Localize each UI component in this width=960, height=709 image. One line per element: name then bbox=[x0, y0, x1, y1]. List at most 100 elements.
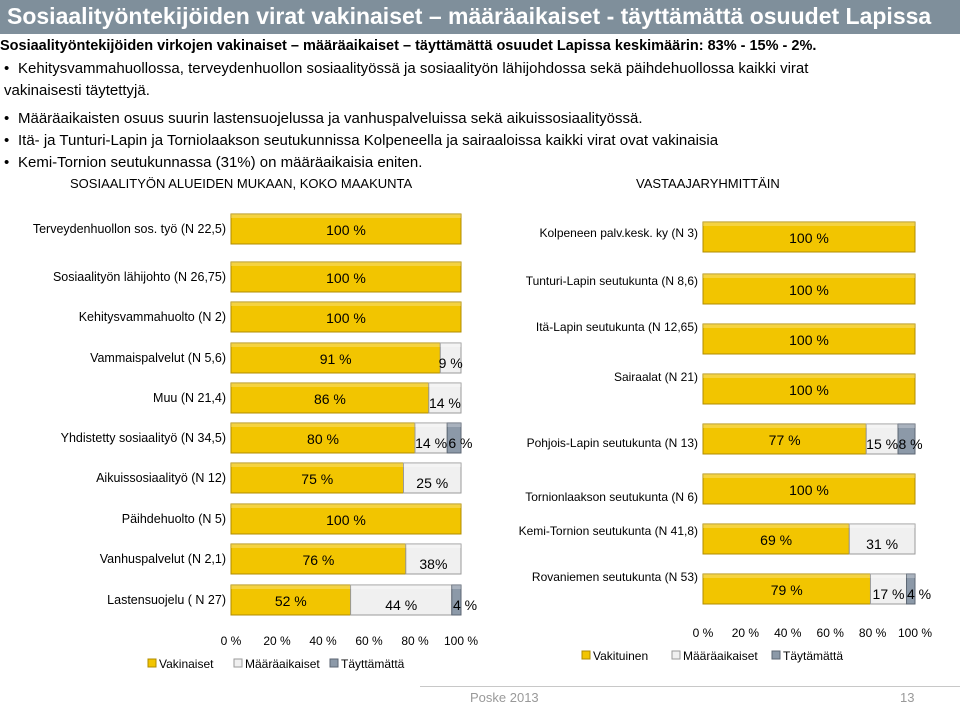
category-label: Kehitysvammahuolto (N 2) bbox=[79, 310, 226, 324]
bar-segment bbox=[230, 301, 462, 333]
x-tick-label: 100 % bbox=[898, 626, 932, 640]
bar-segment-highlight bbox=[440, 343, 461, 347]
bar-segment-highlight bbox=[231, 423, 415, 427]
data-label: 75 % bbox=[301, 471, 333, 487]
bar-segment bbox=[405, 543, 462, 575]
bar-segment-highlight bbox=[906, 574, 915, 578]
bullet-item: • Itä- ja Tunturi-Lapin ja Torniolaakson … bbox=[4, 130, 718, 152]
chart-left-title: SOSIAALITYÖN ALUEIDEN MUKAAN, KOKO MAAKU… bbox=[70, 176, 413, 191]
data-label: 31 % bbox=[866, 536, 898, 552]
bar-segment-highlight bbox=[703, 574, 871, 578]
x-tick-label: 40 % bbox=[309, 634, 337, 648]
bullet-dot: • bbox=[4, 132, 10, 149]
data-label: 100 % bbox=[326, 222, 366, 238]
bar-segment-highlight bbox=[703, 524, 850, 528]
bar-segment bbox=[702, 473, 916, 505]
bar-segment-highlight bbox=[405, 544, 461, 548]
bar-segment bbox=[446, 422, 462, 454]
bar-segment-highlight bbox=[231, 302, 461, 306]
category-label: Rovaniemen seutukunta (N 53) bbox=[532, 570, 698, 584]
bar-segment bbox=[230, 261, 462, 293]
bullet-item: • Kemi-Tornion seutukunnassa (31%) on mää… bbox=[4, 152, 422, 174]
data-label: 100 % bbox=[789, 382, 829, 398]
bar-segment-highlight bbox=[231, 544, 406, 548]
category-label: Sosiaalityön lähijohto (N 26,75) bbox=[53, 270, 226, 284]
bullet-dot: • bbox=[4, 60, 10, 77]
x-tick-label: 0 % bbox=[693, 626, 714, 640]
data-label: 100 % bbox=[326, 310, 366, 326]
x-tick-label: 80 % bbox=[401, 634, 429, 648]
bullet-item: • Kehitysvammahuollossa, terveydenhuollon… bbox=[4, 58, 808, 80]
legend-swatch bbox=[581, 650, 591, 660]
data-label: 100 % bbox=[326, 270, 366, 286]
legend-swatch bbox=[147, 658, 157, 668]
chart-right-title: VASTAAJARYHMITTÄIN bbox=[636, 176, 780, 191]
title-bar: Sosiaalityöntekijöiden virat vakinaiset … bbox=[0, 0, 960, 34]
bar-segment bbox=[230, 584, 352, 616]
page-title: Sosiaalityöntekijöiden virat vakinaiset … bbox=[7, 3, 932, 29]
data-label: 100 % bbox=[789, 482, 829, 498]
data-label: 14 % bbox=[429, 395, 461, 411]
data-label: 100 % bbox=[789, 230, 829, 246]
data-label: 69 % bbox=[760, 532, 792, 548]
bar-segment bbox=[439, 342, 462, 374]
bar-segment-highlight bbox=[703, 274, 915, 278]
x-tick-label: 20 % bbox=[732, 626, 760, 640]
category-label: Kemi-Tornion seutukunta (N 41,8) bbox=[519, 524, 698, 538]
bar-segment-highlight bbox=[231, 343, 441, 347]
category-label: Yhdistetty sosiaalityö (N 34,5) bbox=[61, 431, 226, 445]
legend-swatch bbox=[233, 658, 243, 668]
legend-label: Täytämättä bbox=[783, 649, 843, 663]
data-label: 79 % bbox=[771, 582, 803, 598]
bar-segment-highlight bbox=[231, 383, 429, 387]
bar-segment-highlight bbox=[703, 374, 915, 378]
data-label: 17 % bbox=[873, 586, 905, 602]
bullet-text: Kehitysvammahuollossa, terveydenhuollon … bbox=[18, 60, 809, 77]
bar-segment bbox=[230, 213, 462, 245]
bar-segment bbox=[897, 423, 916, 455]
data-label: 100 % bbox=[326, 512, 366, 528]
bullet-text: vakinaisesti täytettyjä. bbox=[4, 82, 150, 99]
category-label: Lastensuojelu ( N 27) bbox=[107, 593, 226, 607]
category-label: Aikuissosiaalityö (N 12) bbox=[96, 471, 226, 485]
bar-segment bbox=[230, 342, 441, 374]
bar-segment-highlight bbox=[451, 585, 461, 589]
category-label: Muu (N 21,4) bbox=[153, 391, 226, 405]
category-label: Tunturi-Lapin seutukunta (N 8,6) bbox=[526, 274, 698, 288]
bar-segment bbox=[230, 422, 416, 454]
bar-segment-highlight bbox=[703, 324, 915, 328]
bar-segment-highlight bbox=[447, 423, 461, 427]
x-tick-label: 60 % bbox=[817, 626, 845, 640]
bar-segment-highlight bbox=[870, 574, 907, 578]
bar-segment bbox=[403, 462, 462, 494]
data-label: 77 % bbox=[769, 432, 801, 448]
bar-segment-highlight bbox=[703, 222, 915, 226]
bullet-text: Määräaikaisten osuus suurin lastensuojel… bbox=[18, 110, 643, 127]
bar-segment-highlight bbox=[231, 262, 461, 266]
legend-swatch bbox=[771, 650, 781, 660]
x-tick-label: 0 % bbox=[221, 634, 242, 648]
data-label: 4 % bbox=[453, 597, 477, 613]
data-label: 25 % bbox=[416, 475, 448, 491]
bullet-text: Itä- ja Tunturi-Lapin ja Torniolaakson s… bbox=[18, 132, 719, 149]
legend-label: Vakinaiset bbox=[159, 657, 214, 671]
bar-segment-highlight bbox=[231, 214, 461, 218]
bar-segment-highlight bbox=[350, 585, 452, 589]
legend-label: Määräaikaiset bbox=[245, 657, 320, 671]
category-label: Vammaispalvelut (N 5,6) bbox=[90, 351, 226, 365]
category-label: Päihdehuolto (N 5) bbox=[122, 512, 226, 526]
bar-segment-highlight bbox=[231, 463, 404, 467]
x-tick-label: 40 % bbox=[774, 626, 802, 640]
legend-label: Vakituinen bbox=[593, 649, 648, 663]
category-label: Kolpeneen palv.kesk. ky (N 3) bbox=[539, 226, 698, 240]
data-label: 14 % bbox=[415, 435, 447, 451]
category-label: Terveydenhuollon sos. työ (N 22,5) bbox=[33, 222, 226, 236]
data-label: 86 % bbox=[314, 391, 346, 407]
bar-segment bbox=[702, 323, 916, 355]
data-label: 100 % bbox=[789, 332, 829, 348]
legend-swatch bbox=[329, 658, 339, 668]
bar-segment-highlight bbox=[898, 424, 915, 428]
bar-segment-highlight bbox=[428, 383, 461, 387]
data-label: 100 % bbox=[789, 282, 829, 298]
bar-segment bbox=[428, 382, 462, 414]
